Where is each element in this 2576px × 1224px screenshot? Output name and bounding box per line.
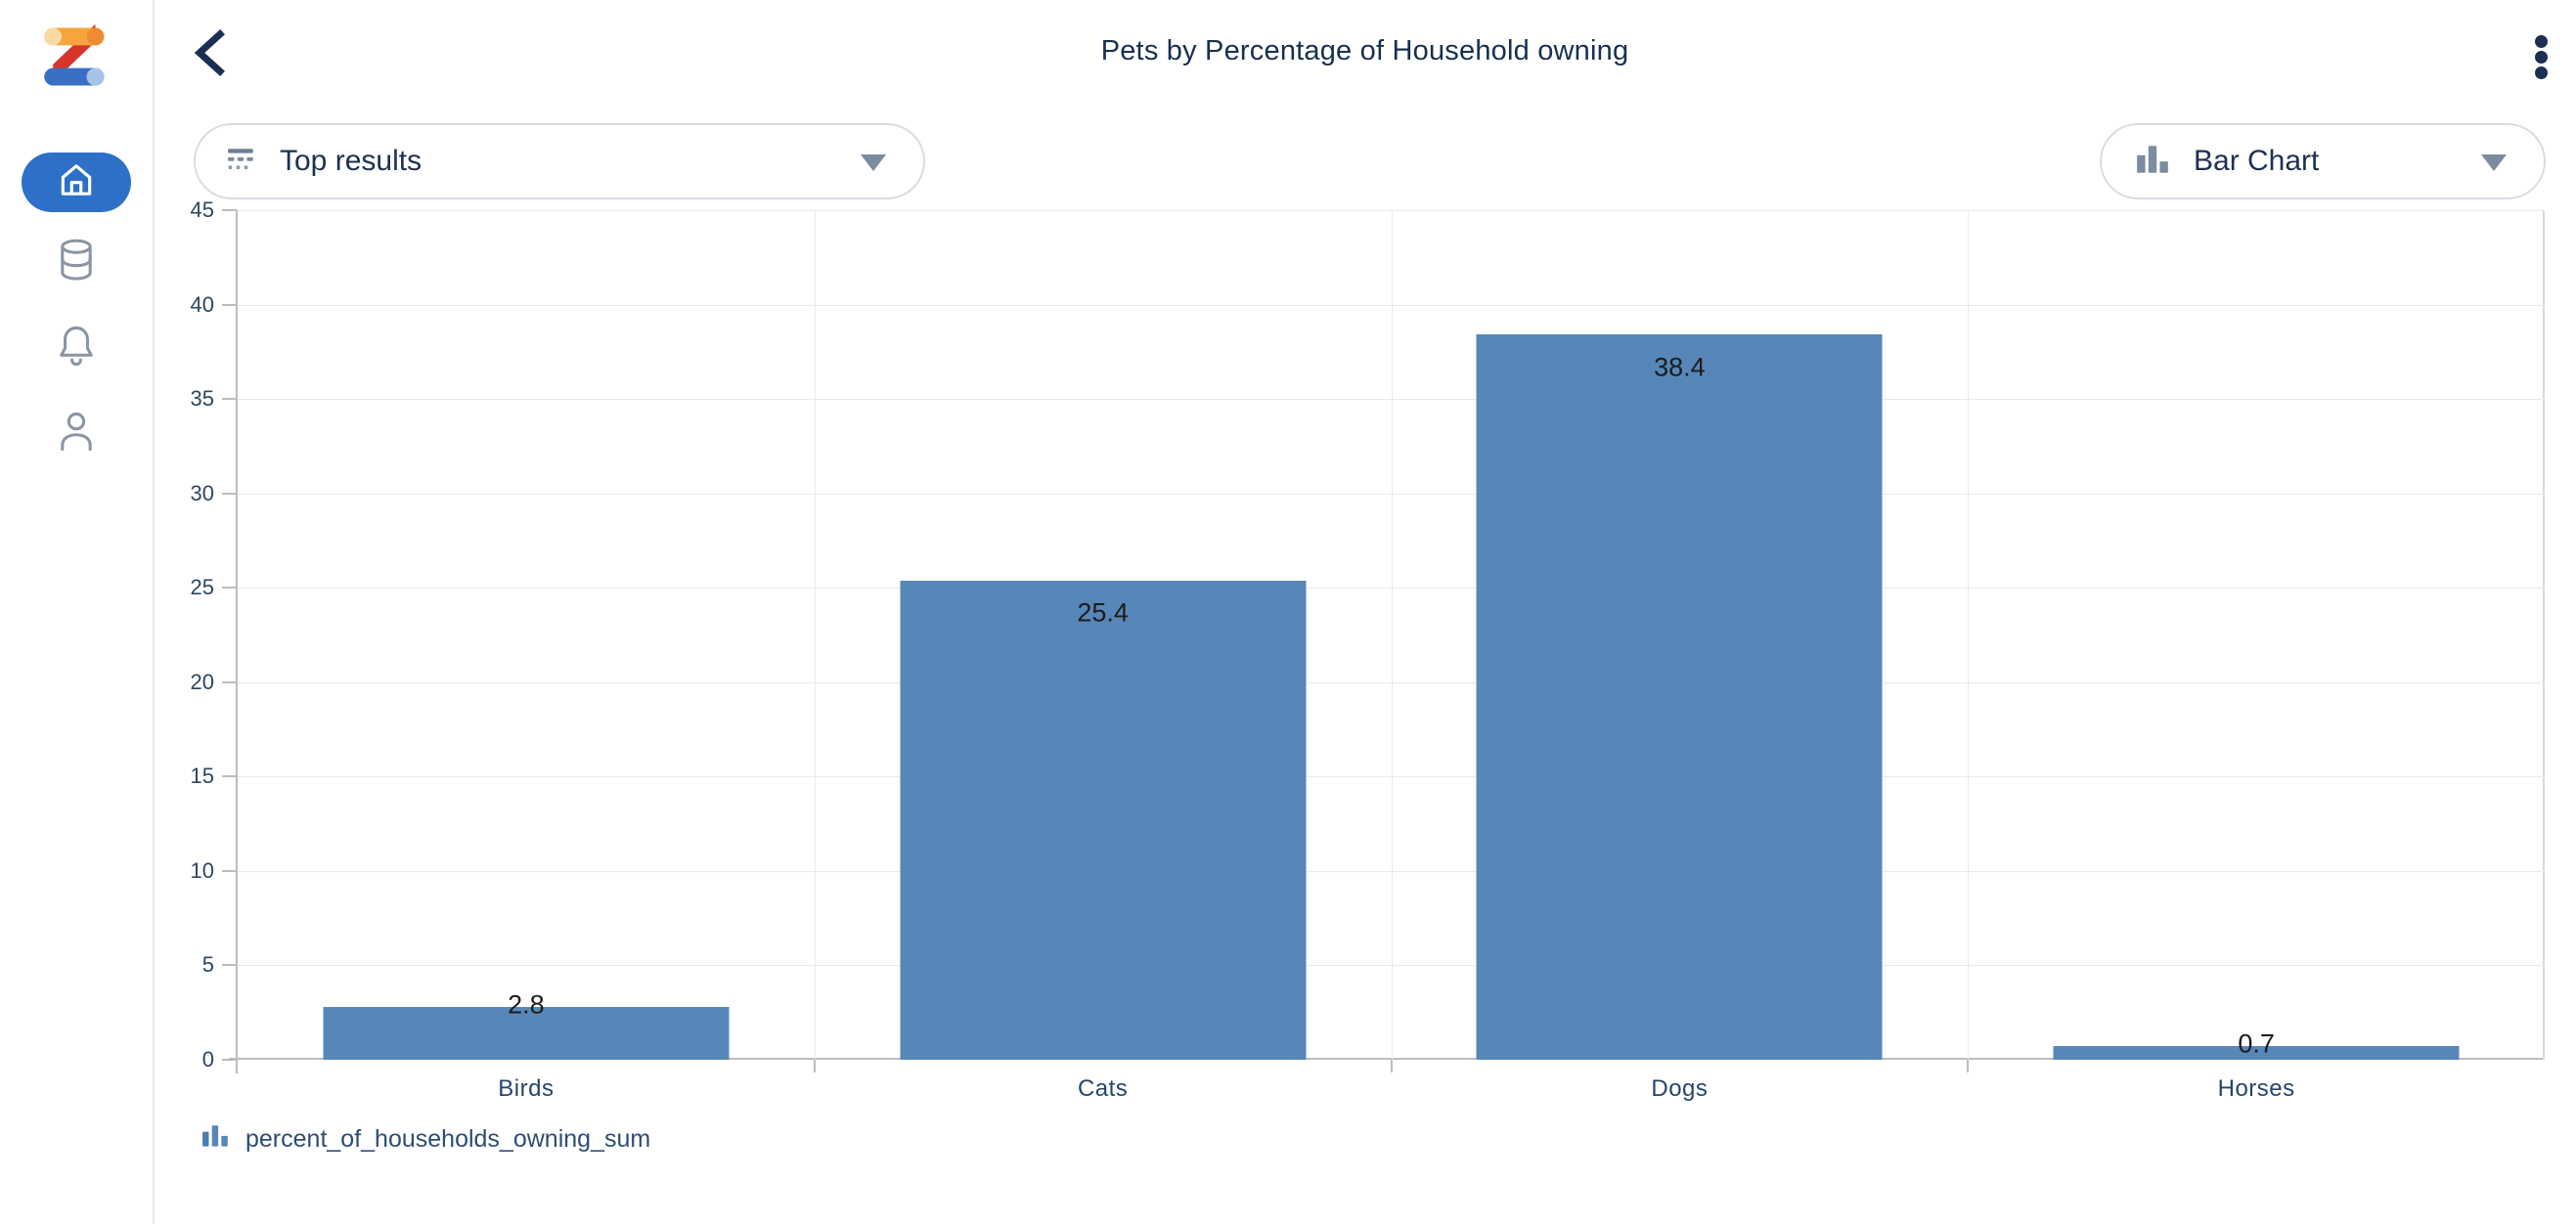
y-axis-tick: [222, 303, 237, 306]
bar-chart-icon: [202, 1122, 230, 1157]
x-axis-tick: [813, 1060, 816, 1072]
y-axis-tick: [222, 209, 237, 211]
bar-birds[interactable]: [323, 1006, 730, 1060]
results-dropdown[interactable]: Top results: [194, 123, 925, 199]
value-label-birds: 2.8: [508, 989, 545, 1020]
chart-legend: percent_of_households_owning_sum: [202, 1122, 650, 1157]
y-axis-label: 0: [201, 1047, 214, 1071]
zing-data-logo: [40, 20, 114, 94]
sidebar: [0, 0, 155, 1224]
sidebar-item-home[interactable]: [22, 153, 131, 212]
category-band-birds: 2.8 Birds: [238, 210, 815, 1102]
y-axis-label: 40: [190, 291, 214, 317]
gridline-x: [814, 210, 816, 1060]
y-axis-tick: [222, 398, 237, 401]
value-label-dogs: 38.4: [1654, 352, 1706, 382]
y-axis-tick: [222, 869, 237, 872]
sidebar-item-notifications[interactable]: [0, 323, 153, 374]
chevron-down-icon: [2481, 154, 2507, 171]
top-results-icon: [227, 147, 256, 177]
x-axis-line: [229, 1058, 2545, 1060]
kebab-menu-icon[interactable]: [2527, 29, 2554, 84]
bar-chart-plot-area: 0 5 10 15 20 25 30 35 40 45 2.8 Birds 25.4 Cats 38.4 Do…: [191, 197, 2545, 1102]
y-axis-tick: [222, 964, 237, 967]
legend-series-label: percent_of_households_owning_sum: [245, 1125, 651, 1153]
y-axis-label: 25: [190, 575, 214, 600]
x-axis-tick: [1967, 1060, 1970, 1072]
chart-type-dropdown[interactable]: Bar Chart: [2100, 123, 2546, 199]
page-title: Pets by Percentage of Household owning: [1100, 35, 1629, 66]
gridline-x: [1391, 210, 1393, 1060]
y-axis-label: 45: [190, 197, 214, 222]
y-axis-label: 30: [190, 480, 214, 505]
bar-chart-icon: [2135, 142, 2170, 182]
sidebar-item-profile[interactable]: [0, 409, 153, 460]
bar-cats[interactable]: [900, 580, 1307, 1060]
category-band-horses: 0.7 Horses: [1968, 210, 2545, 1102]
sidebar-item-data-sources[interactable]: [0, 238, 153, 289]
y-axis-tick: [222, 1059, 237, 1061]
results-dropdown-label: Top results: [280, 145, 422, 177]
y-axis-line: [236, 210, 238, 1073]
x-axis-tick: [1390, 1060, 1393, 1072]
value-label-cats: 25.4: [1077, 597, 1129, 628]
person-icon: [55, 409, 98, 460]
gridline-x: [1968, 210, 1970, 1060]
y-axis-label: 15: [190, 764, 214, 789]
category-band-dogs: 38.4 Dogs: [1392, 210, 1969, 1102]
home-icon: [56, 159, 97, 205]
y-axis-label: 35: [190, 386, 214, 412]
database-icon: [55, 238, 98, 289]
bar-dogs[interactable]: [1476, 334, 1883, 1060]
x-axis-label-cats: Cats: [1077, 1075, 1129, 1102]
y-axis-tick: [222, 587, 237, 590]
y-axis-label: 20: [190, 669, 214, 694]
chart-type-dropdown-label: Bar Chart: [2194, 145, 2320, 177]
y-axis-label: 10: [190, 857, 214, 883]
chevron-left-icon: [192, 28, 227, 81]
chevron-down-icon: [861, 154, 886, 171]
bar-horses[interactable]: [2053, 1046, 2460, 1060]
category-band-cats: 25.4 Cats: [815, 210, 1392, 1102]
y-axis-tick: [222, 680, 237, 683]
x-axis-label-dogs: Dogs: [1651, 1075, 1709, 1102]
y-axis-tick: [222, 492, 237, 495]
y-axis-tick: [222, 775, 237, 778]
back-button[interactable]: [188, 28, 231, 81]
x-axis-label-birds: Birds: [498, 1075, 555, 1102]
bell-icon: [55, 323, 98, 374]
y-axis-label: 5: [201, 952, 214, 978]
x-axis-label-horses: Horses: [2217, 1075, 2295, 1102]
value-label-horses: 0.7: [2238, 1028, 2275, 1059]
plot-right-border: [2543, 210, 2545, 1060]
